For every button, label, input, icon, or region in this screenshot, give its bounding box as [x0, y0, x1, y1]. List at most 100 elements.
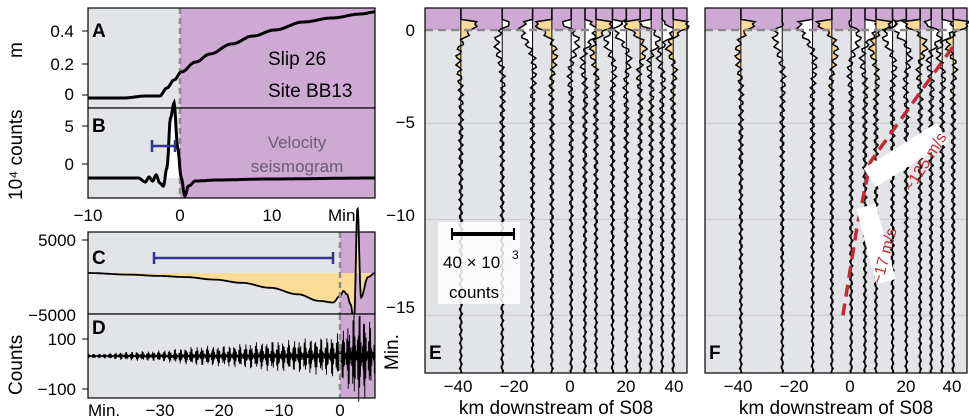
seismogram-trace: [87, 311, 376, 402]
panel-background: [425, 8, 687, 373]
trace-fill: [903, 8, 928, 373]
x-tick-label: 0: [845, 377, 854, 396]
seismogram-trace: [771, 8, 787, 374]
post-background: [180, 8, 375, 108]
grid: [705, 122, 967, 316]
x-tick-label: 40: [665, 377, 684, 396]
x-tick-label: 0: [335, 401, 344, 419]
y-tick-label: 0: [65, 155, 74, 174]
annotation: seismogram: [251, 157, 344, 176]
trace-fill: [624, 8, 648, 373]
seismogram-trace: [845, 8, 863, 374]
panel-letter: F: [709, 343, 721, 364]
scale-exponent: 3: [512, 248, 519, 262]
y-tick-label: −10: [386, 206, 415, 225]
seismogram-trace: [923, 8, 943, 374]
seismogram-trace: [867, 8, 895, 374]
x-tick-label: 20: [897, 377, 916, 396]
x-tick-label: 0: [565, 377, 574, 396]
seismogram-trace: [901, 8, 929, 374]
panel-e: 40 × 10 3 counts E Min. 0 −5 −10 −15 −40…: [382, 7, 690, 419]
x-tick-label: −40: [724, 377, 753, 396]
y-tick-label: 5000: [38, 231, 76, 250]
y-tick-label: 0: [65, 85, 74, 104]
panel-frame: [87, 107, 376, 199]
x-tick-label: 20: [617, 377, 636, 396]
x-axis-label: km downstream of S08: [739, 398, 933, 419]
trace-fill: [494, 8, 510, 373]
panel-letter: B: [92, 116, 106, 137]
seismogram-trace: [814, 8, 840, 374]
seismogram-trace: [579, 8, 600, 374]
x-tick-label: −30: [146, 401, 175, 419]
seismogram-trace: [795, 8, 819, 374]
signal-curve: [88, 206, 376, 323]
panel-frame: [87, 313, 376, 399]
seismogram-trace: [935, 8, 959, 374]
seismogram-trace: [733, 8, 757, 374]
panel-c: C 5000 −5000: [28, 206, 376, 325]
window-marker: [152, 252, 335, 264]
trace-group: [733, 8, 969, 374]
x-tick-label: −10: [74, 206, 103, 225]
trace-fill: [589, 8, 613, 373]
x-axis-label: km downstream of S08: [459, 398, 653, 419]
scale-unit: counts: [449, 283, 499, 302]
y-tick-label: −15: [386, 298, 415, 317]
y-tick-label: 5: [65, 117, 74, 136]
propagation-speed-line: [841, 45, 955, 316]
seismogram-trace: [534, 8, 559, 374]
y-axis-label: Min.: [382, 334, 403, 370]
positive-fill: [165, 103, 182, 178]
y-axis-label: m: [6, 42, 27, 58]
y-tick-label: 100: [48, 330, 76, 349]
panel-background: [705, 8, 967, 373]
seismogram-trace: [623, 8, 649, 374]
scale-value: 40 × 10: [443, 253, 500, 272]
x-tick-label: 0: [175, 206, 184, 225]
seismogram-trace: [588, 8, 614, 374]
seismogram-trace: [492, 8, 510, 374]
grid: [425, 122, 687, 316]
seismogram-trace: [611, 8, 634, 374]
seismogram-trace: [603, 8, 624, 374]
x-tick-label: 10: [263, 206, 282, 225]
panel-f: ~17 m/s ~125 m/s F −40 −20 0 20 40 km do…: [704, 7, 969, 419]
seismogram-trace: [517, 8, 538, 374]
velocity-curve: [88, 98, 375, 199]
scale-bar: 40 × 10 3 counts: [438, 222, 520, 304]
signal-fill: [88, 208, 375, 322]
x-tick-label: −10: [265, 401, 294, 419]
x-tick-label: −20: [205, 401, 234, 419]
x-tick-label: −40: [444, 377, 473, 396]
seismogram-trace: [664, 8, 690, 374]
seismogram-trace: [881, 8, 899, 374]
post-background: [180, 108, 375, 198]
seismogram-trace: [454, 8, 479, 374]
seismogram-trace: [561, 8, 581, 374]
panel-d: D Counts 100 −100 Min. −30 −20 −10 0: [6, 311, 376, 419]
panel-letter: A: [92, 21, 106, 42]
y-axis-label: Counts: [6, 335, 27, 395]
panel-letter: C: [92, 248, 106, 269]
y-tick-label: −100: [38, 380, 76, 399]
y-axis-label: 10⁴ counts: [6, 109, 27, 200]
panel-frame: [704, 7, 968, 374]
panel-a: A m 0.4 0.2 0 Slip 26 Site BB13: [6, 7, 376, 109]
panel-letter: D: [92, 318, 106, 339]
x-axis-unit: Min.: [328, 206, 360, 225]
y-tick-label: 0.4: [50, 22, 74, 41]
y-tick-label: −5: [396, 113, 415, 132]
y-tick-label: 0.2: [50, 55, 74, 74]
x-tick-label: −20: [780, 377, 809, 396]
panel-letter: E: [429, 343, 442, 364]
x-tick-label: 40: [943, 377, 962, 396]
seismogram-trace: [889, 8, 914, 374]
seismogram-trace: [858, 8, 882, 374]
panel-frame: [424, 7, 688, 374]
seismogram-trace: [638, 8, 662, 374]
seismogram-trace: [655, 8, 676, 374]
slip-curve: [88, 10, 375, 100]
annotation: Velocity: [268, 133, 327, 152]
panel-b: B 10⁴ counts 5 0 −10 0 10 Min. Velocity …: [6, 98, 376, 225]
